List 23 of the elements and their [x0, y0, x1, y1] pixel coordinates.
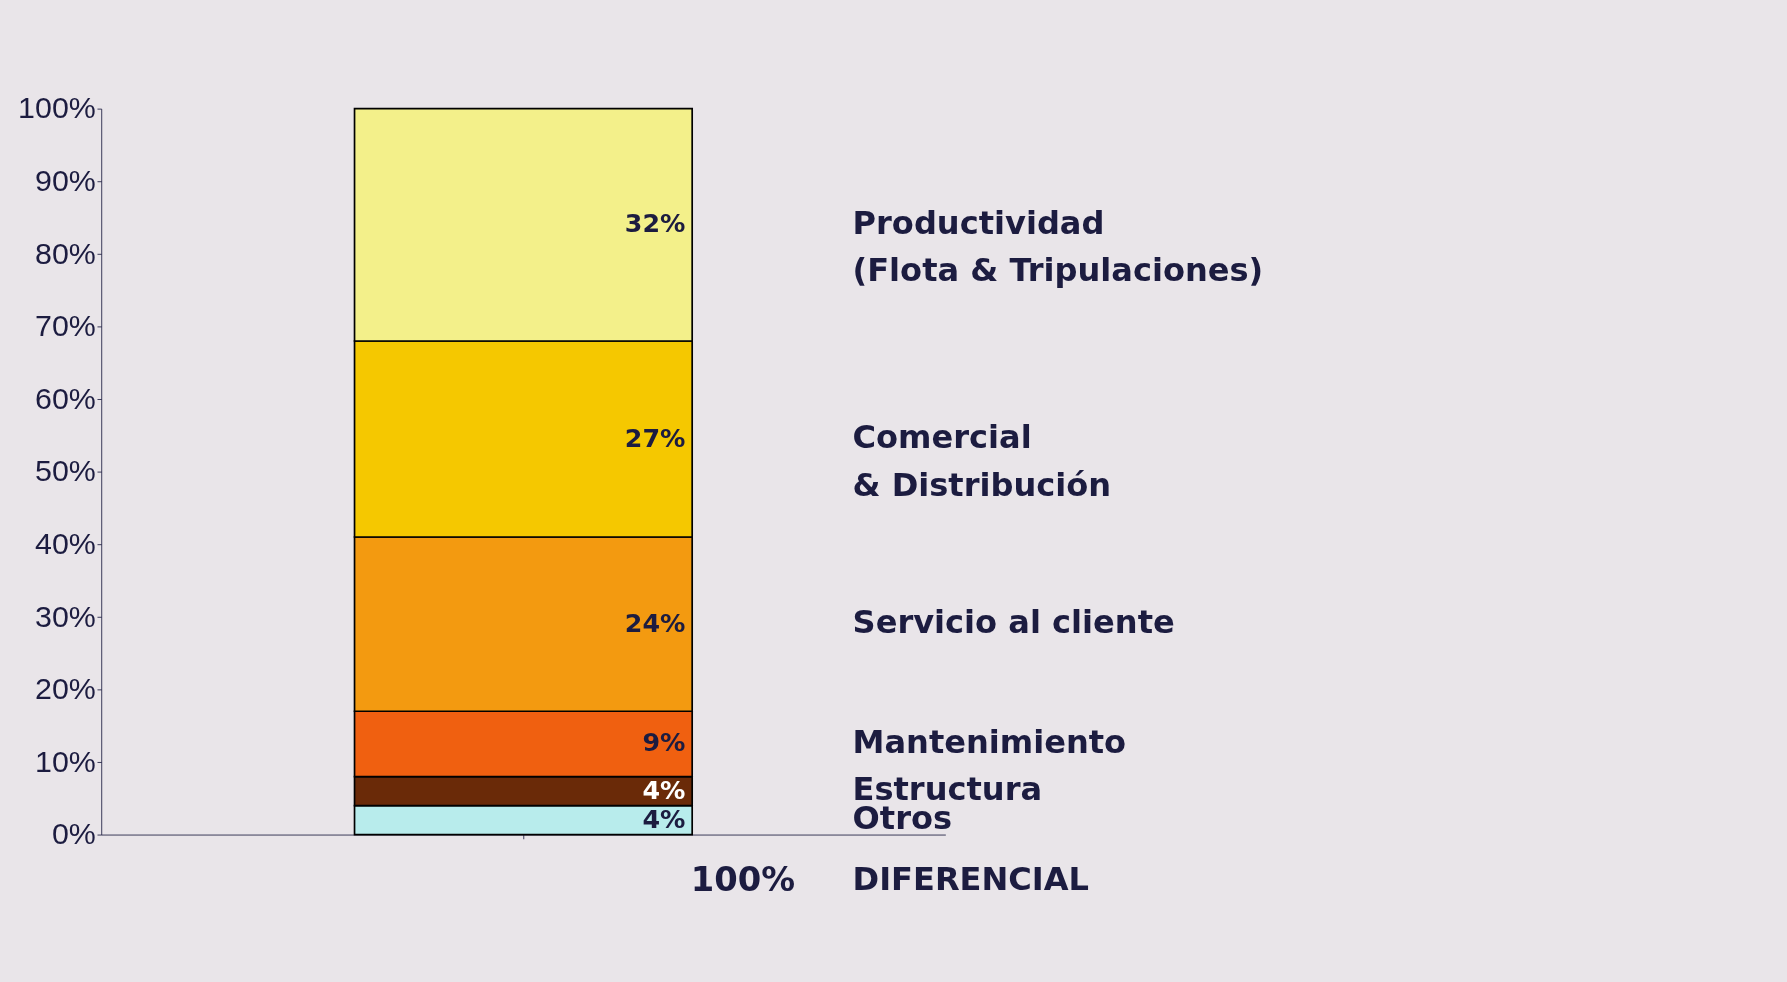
y-tick-label: 30%	[35, 598, 96, 633]
text: Comercial & Distribución	[852, 418, 1112, 504]
y-tick-label: 80%	[35, 235, 96, 270]
y-tick-label: 100%	[18, 90, 96, 125]
text: Servicio al cliente	[852, 603, 1175, 642]
y-tick-label: 90%	[35, 162, 96, 197]
data-label: 24%	[624, 607, 686, 638]
text: Productividad (Flota & Tripulaciones)	[852, 204, 1264, 290]
y-tick-label: 40%	[35, 525, 96, 560]
data-label: 9%	[642, 727, 686, 758]
data-label: 32%	[624, 208, 686, 239]
total-label: 100%	[690, 860, 795, 900]
y-tick-label: 0%	[51, 816, 96, 851]
y-tick-label: 60%	[35, 380, 96, 415]
data-label: 27%	[624, 422, 686, 453]
y-tick-label: 70%	[35, 308, 96, 343]
data-label: 4%	[642, 774, 686, 805]
text: DIFERENCIAL	[852, 859, 1090, 898]
y-tick-label: 20%	[35, 671, 96, 706]
text: Mantenimiento	[852, 723, 1127, 762]
y-tick-label: 50%	[35, 453, 96, 488]
y-tick-label: 10%	[35, 743, 96, 778]
data-label: 4%	[642, 803, 686, 834]
